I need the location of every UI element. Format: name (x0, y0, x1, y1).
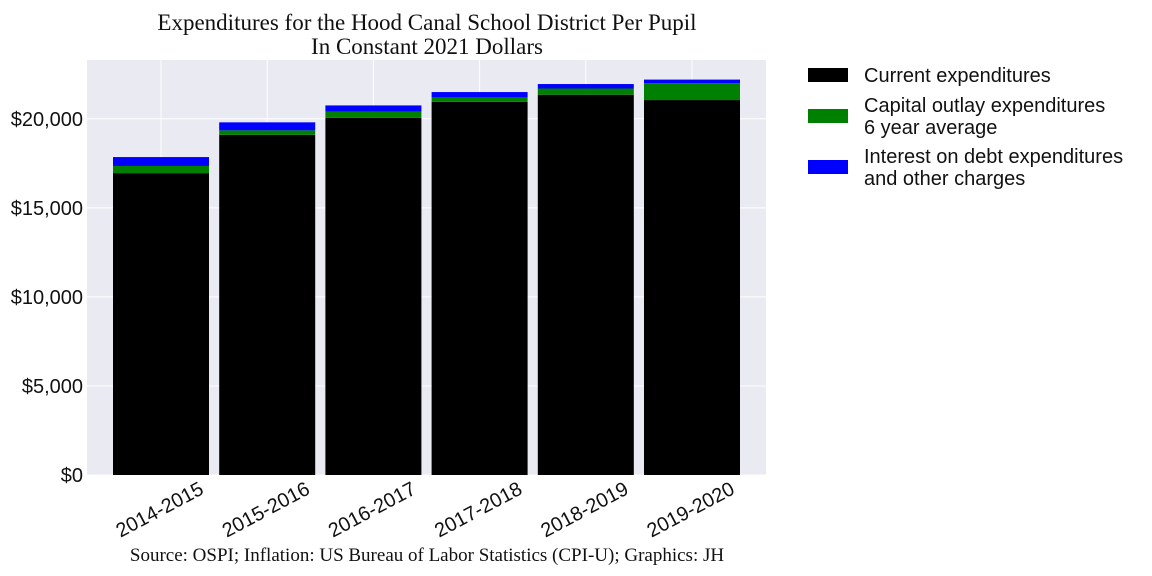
x-axis-ticks: 2014-2015 2015-2016 2016-2017 2017-2018 2018… (113, 478, 739, 542)
y-tick-label: $15,000 (11, 198, 83, 220)
bar-segment-capital-2014-2015 (113, 165, 209, 174)
y-tick-label: $5,000 (22, 376, 83, 398)
legend-label: Current expenditures (864, 65, 1051, 87)
legend-swatch (808, 160, 848, 174)
legend-label: Capital outlay expenditures (864, 95, 1105, 117)
x-tick-label: 2018-2019 (537, 478, 632, 542)
x-tick-label: 2019-2020 (644, 478, 739, 542)
legend-label: Interest on debt expenditures (864, 146, 1123, 168)
bar-segment-current-2016-2017 (325, 117, 422, 476)
bar-segment-interest-2019-2020 (644, 79, 740, 84)
x-tick-label: 2016-2017 (325, 478, 420, 542)
bar-segment-interest-2014-2015 (113, 157, 209, 166)
y-tick-label: $0 (61, 465, 83, 487)
bar-segment-interest-2018-2019 (537, 84, 634, 89)
source-note: Source: OSPI; Inflation: US Bureau of La… (130, 545, 724, 566)
bar-segment-current-2019-2020 (644, 100, 740, 475)
bar-segment-current-2017-2018 (431, 101, 528, 475)
y-tick-label: $20,000 (11, 109, 83, 131)
bar-segment-current-2018-2019 (537, 94, 634, 476)
legend-label: 6 year average (864, 117, 997, 139)
y-axis-ticks: $0 $5,000 $10,000 $15,000 $20,000 (11, 109, 83, 487)
chart-title-line-2: In Constant 2021 Dollars (311, 34, 543, 59)
bar-segment-capital-2016-2017 (325, 111, 422, 118)
bar-segment-interest-2017-2018 (431, 92, 528, 98)
bar-segment-capital-2015-2016 (219, 130, 316, 135)
bar-segment-capital-2019-2020 (644, 83, 740, 101)
bar-segment-capital-2018-2019 (537, 88, 634, 95)
x-tick-label: 2017-2018 (431, 478, 526, 542)
legend-label: and other charges (864, 168, 1025, 190)
x-tick-label: 2014-2015 (113, 478, 208, 542)
x-tick-label: 2015-2016 (219, 478, 314, 542)
bar-segment-current-2014-2015 (113, 173, 209, 475)
legend-swatch (808, 68, 848, 82)
legend: Current expenditures Capital outlay expen… (808, 65, 1123, 190)
bar-segment-interest-2016-2017 (325, 105, 422, 112)
bar-segment-current-2015-2016 (219, 134, 316, 475)
legend-swatch (808, 109, 848, 123)
bars (113, 79, 740, 476)
y-tick-label: $10,000 (11, 287, 83, 309)
chart-title-line-1: Expenditures for the Hood Canal School D… (157, 10, 696, 35)
bar-segment-capital-2017-2018 (431, 97, 528, 102)
bar-segment-interest-2015-2016 (219, 122, 316, 131)
